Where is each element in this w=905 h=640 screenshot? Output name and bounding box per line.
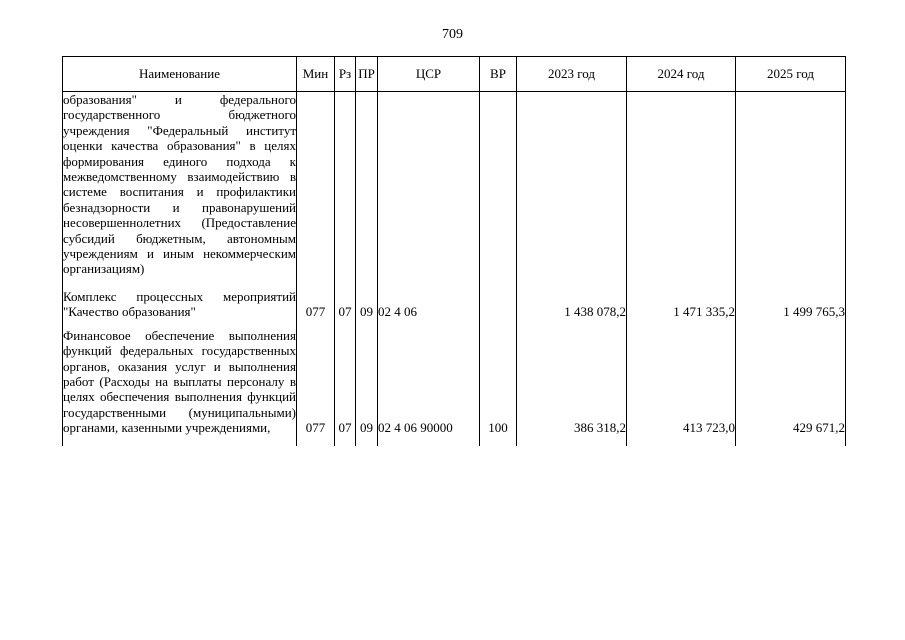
row-2023: 1 438 078,2 (516, 276, 627, 328)
table-row: Финансовое обеспечение выполнения функци… (62, 327, 846, 446)
row-vr: 100 (479, 327, 517, 446)
header-vr: ВР (479, 56, 517, 92)
row-2025: 429 671,2 (735, 327, 846, 446)
header-pr: ПР (355, 56, 378, 92)
row-vr (479, 91, 517, 277)
row-2024 (626, 91, 736, 277)
budget-table: Наименование Мин Рз ПР ЦСР ВР 2023 год 2… (62, 56, 846, 446)
header-2023: 2023 год (516, 56, 627, 92)
row-csr (377, 91, 480, 277)
page-number: 709 (442, 27, 463, 42)
row-vr (479, 276, 517, 328)
row-2023 (516, 91, 627, 277)
table-row: Комплекс процессных мероприятий "Качеств… (62, 276, 846, 328)
row-2023: 386 318,2 (516, 327, 627, 446)
row-rz (334, 91, 356, 277)
row-2024: 413 723,0 (626, 327, 736, 446)
row-name: Комплекс процессных мероприятий "Качеств… (62, 276, 297, 328)
row-csr: 02 4 06 90000 (377, 327, 480, 446)
row-pr: 09 (355, 276, 378, 328)
row-min: 077 (296, 327, 335, 446)
table-row: образования" и федерального государствен… (62, 91, 846, 277)
row-2024: 1 471 335,2 (626, 276, 736, 328)
header-row: Наименование Мин Рз ПР ЦСР ВР 2023 год 2… (62, 56, 846, 92)
row-pr (355, 91, 378, 277)
row-min: 077 (296, 276, 335, 328)
row-name: Финансовое обеспечение выполнения функци… (62, 327, 297, 446)
header-rz: Рз (334, 56, 356, 92)
row-2025 (735, 91, 846, 277)
header-2024: 2024 год (626, 56, 736, 92)
row-min (296, 91, 335, 277)
row-csr: 02 4 06 (377, 276, 480, 328)
row-rz: 07 (334, 327, 356, 446)
row-rz: 07 (334, 276, 356, 328)
header-name: Наименование (62, 56, 297, 92)
row-2025: 1 499 765,3 (735, 276, 846, 328)
header-min: Мин (296, 56, 335, 92)
row-name: образования" и федерального государствен… (62, 91, 297, 277)
row-pr: 09 (355, 327, 378, 446)
header-csr: ЦСР (377, 56, 480, 92)
header-2025: 2025 год (735, 56, 846, 92)
